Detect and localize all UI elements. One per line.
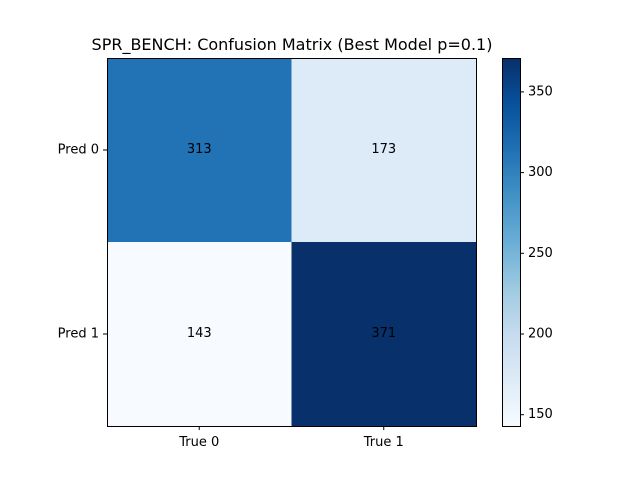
y-tick-label: Pred 0: [58, 143, 99, 158]
colorbar-tick-label: 300: [528, 165, 553, 180]
cell-value-label: 173: [371, 142, 396, 157]
cell-value-label: 371: [371, 326, 396, 341]
x-tick-label: True 1: [363, 435, 404, 450]
heatmap-cell: [291, 58, 477, 243]
colorbar-tick-label: 350: [528, 84, 553, 99]
colorbar: [502, 58, 521, 427]
y-axis-ticks: Pred 0 Pred 1: [58, 143, 107, 342]
chart-title: SPR_BENCH: Confusion Matrix (Best Model …: [92, 35, 493, 55]
heatmap-cell: [291, 242, 477, 427]
heatmap-cell: [107, 242, 292, 427]
heatmap-cells: 313 173 143 371: [107, 58, 477, 427]
cell-value-label: 313: [187, 142, 212, 157]
x-axis-ticks: True 0 True 1: [178, 426, 404, 450]
colorbar-tick-label: 250: [528, 246, 553, 261]
heatmap-cell: [107, 58, 292, 243]
plot-frame: [107, 58, 477, 427]
colorbar-tick-label: 150: [528, 407, 553, 422]
colorbar-tick-label: 200: [528, 327, 553, 342]
colorbar-ticks: 150 200 250 300 350: [520, 84, 553, 422]
x-tick-label: True 0: [178, 435, 219, 450]
y-tick-label: Pred 1: [58, 327, 99, 342]
cell-value-label: 143: [187, 326, 212, 341]
